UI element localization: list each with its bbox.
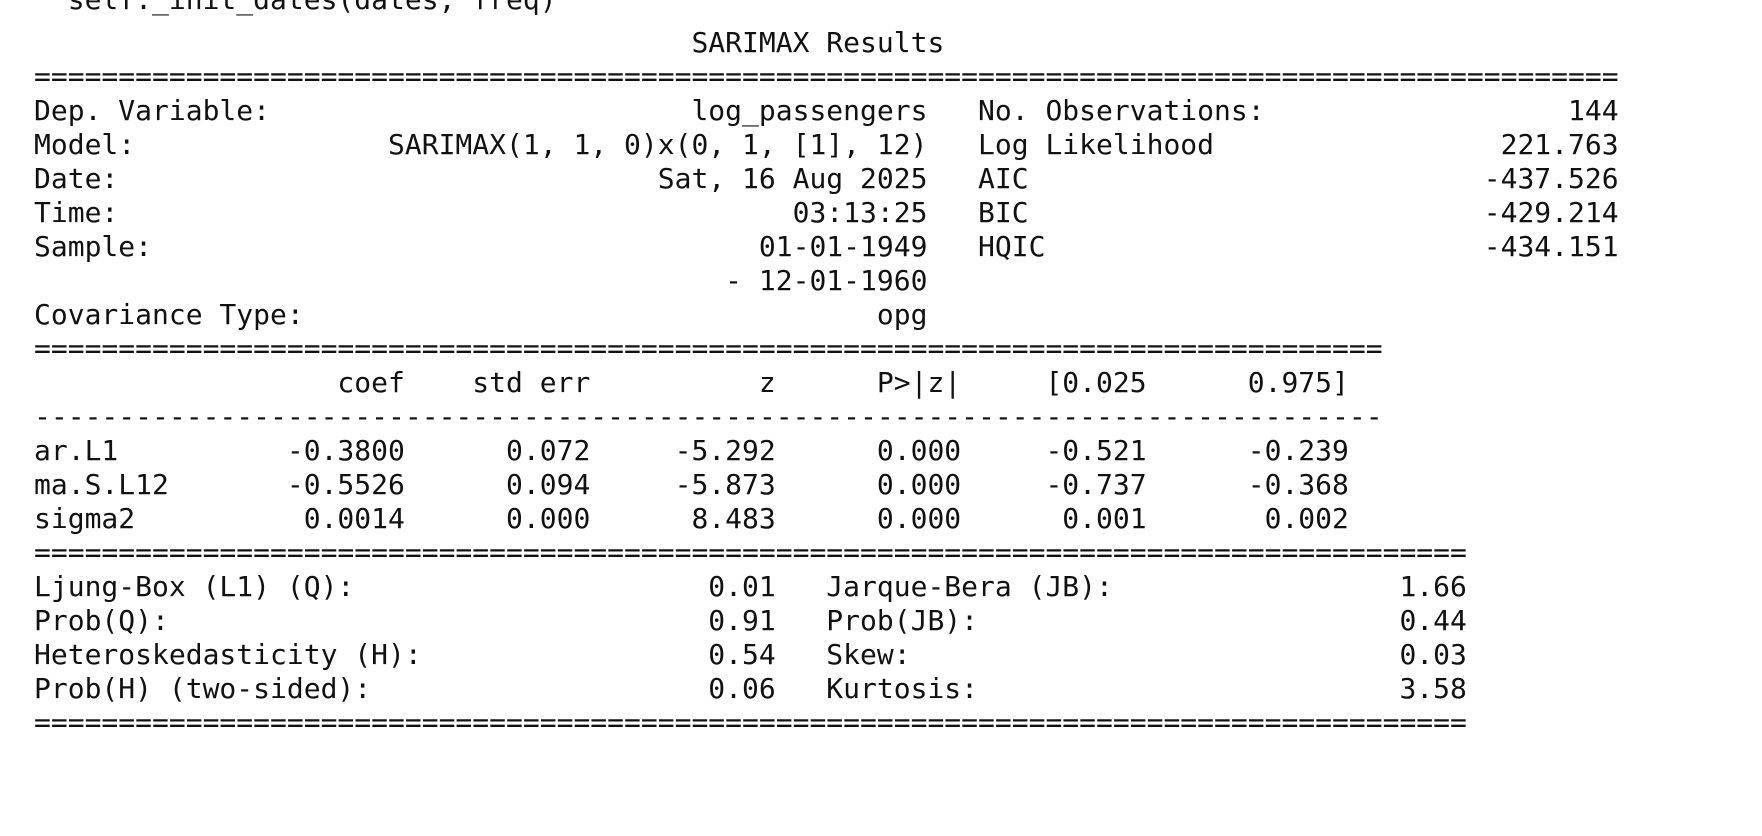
diagnostic-row-1: Prob(Q): 0.91 Prob(JB): 0.44 [34, 604, 1467, 637]
summary-title: SARIMAX Results [34, 26, 945, 59]
header-row-3: Time: 03:13:25 BIC -429.214 [34, 196, 1619, 229]
separator-bottom: ========================================… [34, 706, 1467, 739]
separator-diag-top: ========================================… [34, 536, 1467, 569]
coef-row-sigma2: sigma2 0.0014 0.000 8.483 0.000 0.001 0.… [34, 502, 1349, 535]
warning-text: self._init_dates(dates, freq) [34, 0, 557, 17]
diagnostic-row-3: Prob(H) (two-sided): 0.06 Kurtosis: 3.58 [34, 672, 1467, 705]
diagnostic-row-2: Heteroskedasticity (H): 0.54 Skew: 0.03 [34, 638, 1467, 671]
header-row-5: - 12-01-1960 [34, 264, 928, 297]
coef-row-ar-l1: ar.L1 -0.3800 0.072 -5.292 0.000 -0.521 … [34, 434, 1349, 467]
header-row-0: Dep. Variable: log_passengers No. Observ… [34, 94, 1619, 127]
coef-table-header: coef std err z P>|z| [0.025 0.975] [34, 366, 1349, 399]
header-row-1: Model: SARIMAX(1, 1, 0)x(0, 1, [1], 12) … [34, 128, 1619, 161]
separator-coef-top: ========================================… [34, 332, 1383, 365]
warning-line: self._init_dates(dates, freq) [34, 0, 557, 17]
header-row-4: Sample: 01-01-1949 HQIC -434.151 [34, 230, 1619, 263]
header-row-6: Covariance Type: opg [34, 298, 928, 331]
diagnostic-row-0: Ljung-Box (L1) (Q): 0.01 Jarque-Bera (JB… [34, 570, 1467, 603]
header-row-2: Date: Sat, 16 Aug 2025 AIC -437.526 [34, 162, 1619, 195]
separator-coef-mid: ----------------------------------------… [34, 400, 1383, 433]
sarimax-summary: SARIMAX Results =========================… [34, 26, 1619, 740]
separator-top: ========================================… [34, 60, 1619, 93]
coef-row-ma-s-l12: ma.S.L12 -0.5526 0.094 -5.873 0.000 -0.7… [34, 468, 1349, 501]
